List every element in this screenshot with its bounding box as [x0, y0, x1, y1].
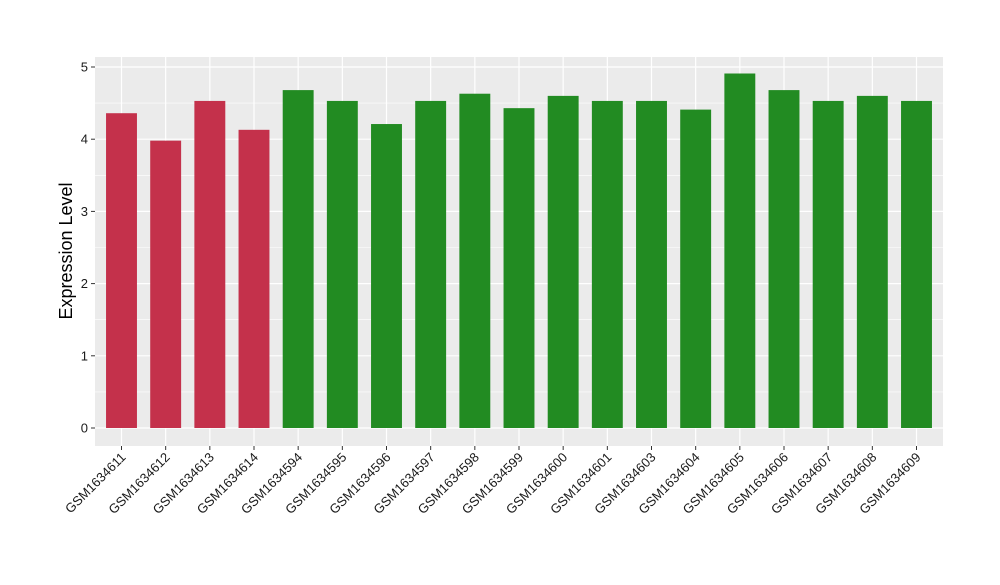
- y-tick-label: 3: [81, 204, 88, 219]
- bar-GSM1634607: [812, 100, 844, 429]
- bar-GSM1634600: [547, 95, 579, 428]
- bar-GSM1634594: [282, 90, 314, 428]
- bar-GSM1634606: [768, 90, 800, 428]
- bar-GSM1634608: [856, 95, 888, 428]
- bar-GSM1634596: [371, 124, 402, 429]
- x-axis: GSM1634611GSM1634612GSM1634613GSM1634614…: [62, 446, 924, 517]
- bar-GSM1634612: [150, 140, 182, 429]
- bar-GSM1634597: [415, 100, 447, 429]
- bar-GSM1634599: [503, 108, 535, 429]
- bars: [106, 73, 932, 429]
- bar-GSM1634603: [636, 100, 667, 429]
- y-tick-label: 1: [81, 348, 88, 363]
- y-tick-label: 5: [81, 60, 88, 75]
- y-tick-label: 2: [81, 276, 88, 291]
- bar-GSM1634613: [194, 100, 226, 429]
- y-axis-title: Expression Level: [56, 182, 76, 319]
- bar-GSM1634611: [106, 113, 137, 428]
- bar-GSM1634595: [326, 100, 358, 429]
- bar-GSM1634601: [591, 100, 623, 429]
- bar-GSM1634609: [901, 100, 932, 429]
- bar-GSM1634598: [459, 93, 491, 429]
- y-axis: 0 1 2 3 4 5: [81, 60, 95, 436]
- bar-GSM1634614: [238, 129, 270, 428]
- y-tick-label: 4: [81, 132, 88, 147]
- y-tick-label: 0: [81, 421, 88, 436]
- bar-GSM1634604: [680, 109, 712, 429]
- bar-GSM1634605: [724, 73, 756, 429]
